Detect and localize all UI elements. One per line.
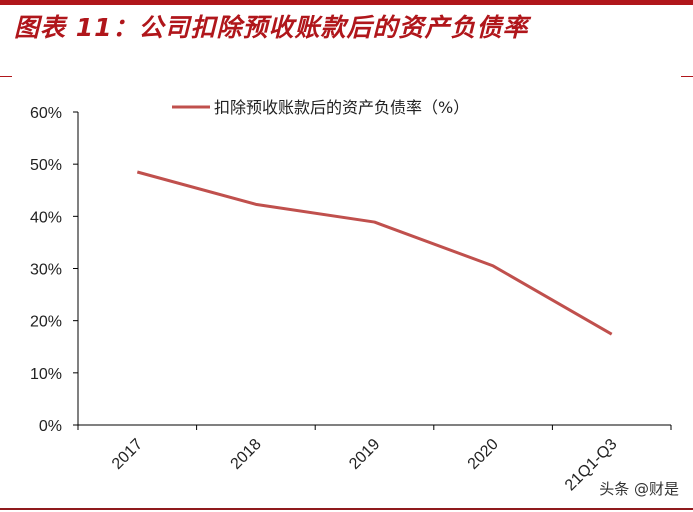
top-rule	[0, 0, 693, 5]
legend: 扣除预收账款后的资产负债率（%）	[172, 98, 469, 117]
series-line	[136, 170, 613, 336]
x-tick-label: 2018	[228, 436, 265, 473]
y-tick-label: 0%	[39, 418, 62, 435]
legend-label: 扣除预收账款后的资产负债率（%）	[214, 98, 469, 117]
x-axis: 2017 2018 2019 2020 21Q1-Q3	[77, 424, 672, 494]
data-series	[136, 170, 613, 336]
y-tick-label: 10%	[30, 366, 62, 383]
x-tick-label: 2019	[346, 436, 383, 473]
bottom-rule	[0, 508, 693, 510]
watermark: 头条 @财是	[597, 478, 681, 499]
x-tick-label: 2020	[465, 436, 502, 473]
right-divider-mark	[681, 76, 693, 77]
y-tick-label: 50%	[30, 157, 62, 174]
y-axis: 0% 10% 20% 30% 40% 50% 60%	[30, 105, 79, 435]
x-tick-label: 2017	[109, 436, 146, 473]
y-tick-label: 40%	[30, 209, 62, 226]
y-tick-label: 20%	[30, 314, 62, 331]
y-tick-label: 60%	[30, 105, 62, 122]
y-tick-label: 30%	[30, 262, 62, 279]
figure-title: 图表 11：公司扣除预收账款后的资产负债率	[14, 13, 529, 42]
left-divider-mark	[0, 76, 12, 77]
